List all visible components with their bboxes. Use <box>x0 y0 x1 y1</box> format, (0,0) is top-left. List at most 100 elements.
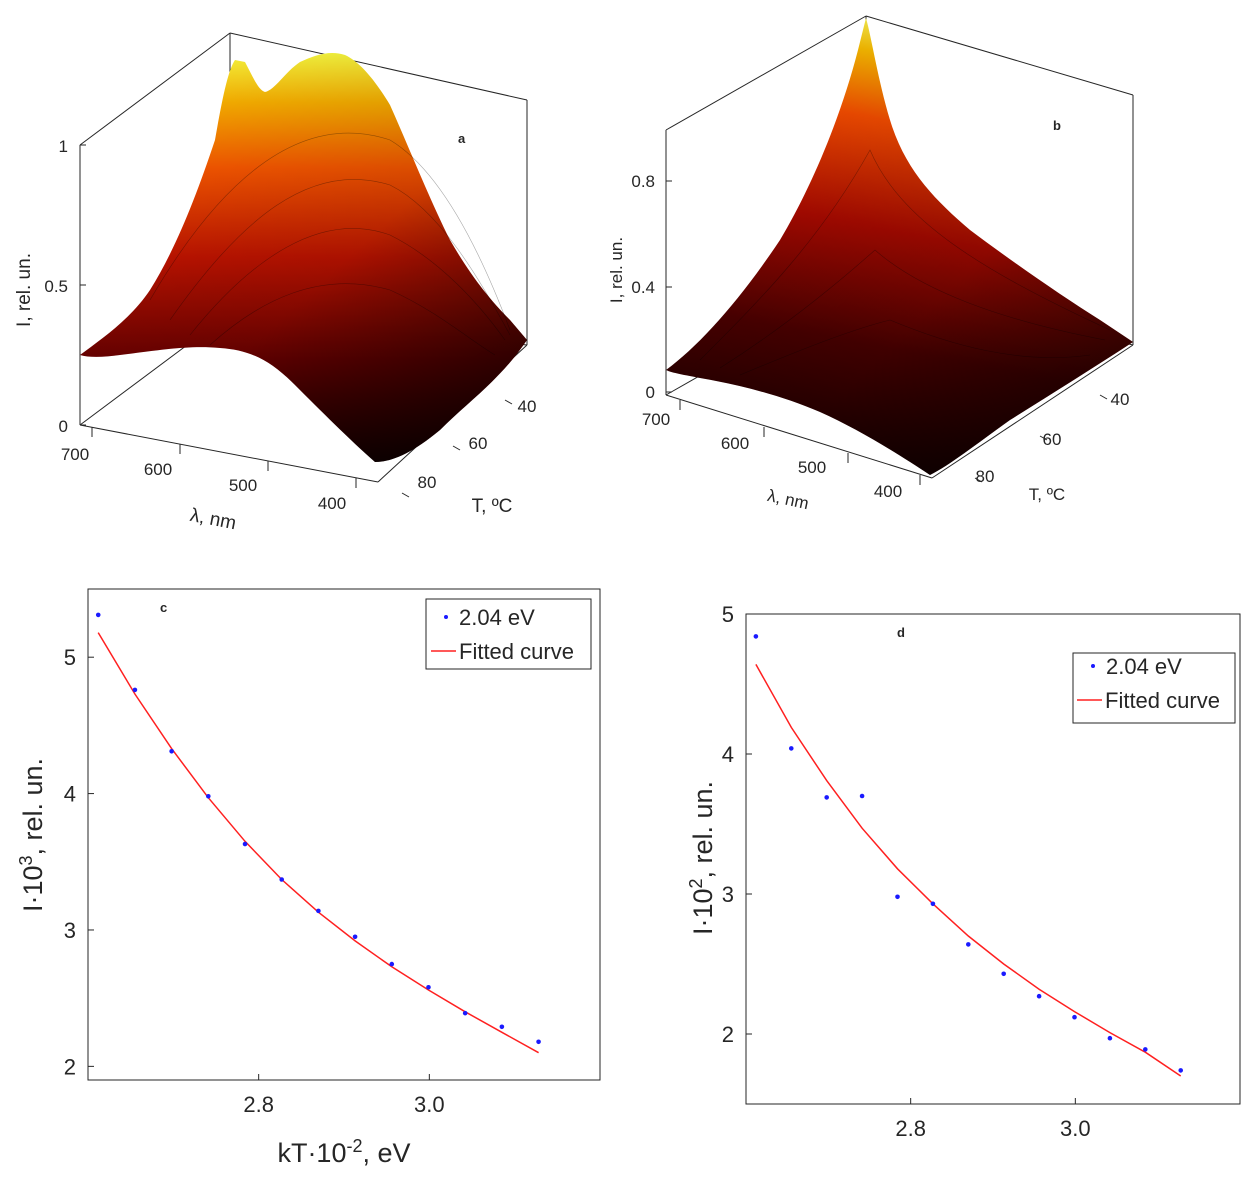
panel-a-surface-gridlines <box>149 132 511 356</box>
panel-d-y-label-base: I·10 <box>688 889 718 936</box>
panel-b-y-axis: 40 60 80 T, ºC <box>974 390 1129 504</box>
panel-c-y-tick: 4 <box>64 782 76 807</box>
panel-b-z-label: I, rel. un. <box>607 237 626 303</box>
panel-d-data-point <box>966 942 971 947</box>
panel-d-y-tick: 4 <box>722 742 734 767</box>
panel-d-data-point <box>895 894 900 900</box>
surface-mesh-line <box>699 149 1111 361</box>
panel-d-x-tick: 2.8 <box>895 1116 926 1141</box>
panel-b-x-tick: 700 <box>642 410 670 429</box>
panel-d-legend-box <box>1072 652 1236 724</box>
panel-c-legend-label: Fitted curve <box>459 639 574 664</box>
panel-d-legend-marker <box>1091 664 1095 668</box>
panel-c-legend: 2.04 eV Fitted curve <box>425 598 592 670</box>
panel-c-x-label-base: kT·10 <box>277 1138 346 1168</box>
panel-c-fitted-curve <box>97 632 539 1054</box>
panel-d-x-tick: 3.0 <box>1060 1116 1091 1141</box>
panel-c-data-point <box>536 1039 541 1045</box>
panel-d-data-point <box>788 746 794 751</box>
surface-mesh-line <box>169 179 511 336</box>
panel-d-data-point <box>1001 971 1007 977</box>
panel-c-legend-label: 2.04 eV <box>459 605 535 630</box>
panel-d-data-point <box>859 793 865 799</box>
panel-d-y-tick: 2 <box>722 1022 734 1047</box>
panel-b-surface-gridlines <box>699 149 1111 376</box>
panel-c-data-point <box>242 841 248 847</box>
panel-c-y-label-exp: 3 <box>16 856 36 866</box>
panel-d-legend-label: Fitted curve <box>1105 688 1220 713</box>
panel-d-fitted-curve <box>755 664 1182 1077</box>
panel-a-x-tick: 500 <box>229 476 257 495</box>
panel-c-y-label-unit: , rel. un. <box>18 758 48 856</box>
panel-d-y-tick: 5 <box>722 602 734 627</box>
panel-d-data-point <box>753 634 759 639</box>
panel-b-x-label: λ, nm <box>766 486 811 513</box>
panel-c-y-axis: 2 3 4 5 <box>64 645 94 1079</box>
panel-a-y-tick: 80 <box>418 473 437 492</box>
panel-c-data-point <box>169 749 174 754</box>
panel-d-x-axis: 2.8 3.0 <box>895 1098 1091 1141</box>
panel-a-y-tick: 40 <box>518 397 537 416</box>
panel-b-y-tick: 60 <box>1043 430 1062 449</box>
panel-d-data-point <box>1143 1047 1148 1052</box>
surface-mesh-line <box>149 132 511 331</box>
panel-a-y-tick: 60 <box>469 434 488 453</box>
panel-d-y-label-exp: 2 <box>686 879 706 889</box>
surface-mesh-line <box>209 283 496 356</box>
panel-a-z-tick: 0 <box>59 417 68 436</box>
panel-b-z-tick: 0.8 <box>631 172 655 191</box>
surface-mesh-line <box>739 319 1091 376</box>
panel-a-y-axis: 40 60 80 T, ºC <box>401 397 537 517</box>
panel-b-x-tick: 600 <box>721 434 749 453</box>
panel-d-marks <box>753 634 1184 1077</box>
surface-mesh-line <box>189 228 506 341</box>
panel-a-letter: a <box>458 131 466 146</box>
panel-c-legend-marker <box>444 615 448 619</box>
panel-a: 1 0.5 0 I, rel. un. 700 600 500 400 λ, n… <box>14 32 537 534</box>
panel-c-y-tick: 2 <box>64 1054 76 1079</box>
panel-d-plot-area <box>745 613 1241 1105</box>
panel-d-y-tick: 3 <box>722 882 734 907</box>
panel-c-data-point <box>462 1010 468 1016</box>
panel-d-data-point <box>1036 993 1042 999</box>
panel-c-x-tick: 2.8 <box>243 1092 274 1117</box>
panel-b-x-tick: 500 <box>798 458 826 477</box>
panel-d-y-axis: 2 3 4 5 <box>722 602 752 1047</box>
panel-b: 0.8 0.4 0 I, rel. un. 700 600 500 400 λ,… <box>607 15 1134 513</box>
panel-a-x-tick: 600 <box>144 460 172 479</box>
panel-b-surface-shade <box>666 18 1133 475</box>
panel-c-data-point <box>132 687 138 693</box>
panel-d-y-label: I·102, rel. un. <box>686 781 718 935</box>
panel-b-z-axis: 0.8 0.4 0 I, rel. un. <box>607 172 672 402</box>
panel-c-y-tick: 5 <box>64 645 76 670</box>
panel-c-x-tick: 3.0 <box>414 1092 445 1117</box>
panel-c-y-label-base: I·10 <box>18 866 48 913</box>
panel-c-data-point <box>426 984 431 990</box>
panel-c-letter: c <box>160 600 167 615</box>
panel-c-x-label-unit: , eV <box>363 1138 411 1168</box>
panel-a-x-label: λ, nm <box>188 505 238 534</box>
panel-a-x-axis: 700 600 500 400 λ, nm <box>61 427 357 534</box>
panel-c-data-point <box>279 877 285 882</box>
panel-c-y-label: I·103, rel. un. <box>16 758 48 912</box>
panel-b-z-tick: 0 <box>646 383 655 402</box>
panel-b-letter: b <box>1053 118 1061 133</box>
panel-d-data-point <box>824 795 829 800</box>
panel-c-data-point <box>206 794 211 799</box>
panel-c-x-axis: 2.8 3.0 <box>243 1074 445 1117</box>
panel-c-data-point <box>95 612 101 618</box>
panel-d-legend-label: 2.04 eV <box>1106 654 1182 679</box>
panel-a-surface-shade <box>80 52 527 462</box>
panel-d-y-label-unit: , rel. un. <box>688 781 718 879</box>
panel-a-z-tick: 0.5 <box>44 277 68 296</box>
panel-b-y-tick: 80 <box>976 467 995 486</box>
panel-a-y-label: T, ºC <box>472 496 513 517</box>
panel-c-legend-box <box>425 598 592 670</box>
panel-c-plot-area <box>87 588 601 1081</box>
panel-b-y-label: T, ºC <box>1029 485 1065 504</box>
panel-a-x-tick: 400 <box>318 494 346 513</box>
panel-b-x-tick: 400 <box>874 482 902 501</box>
panel-c-data-point <box>316 908 321 914</box>
